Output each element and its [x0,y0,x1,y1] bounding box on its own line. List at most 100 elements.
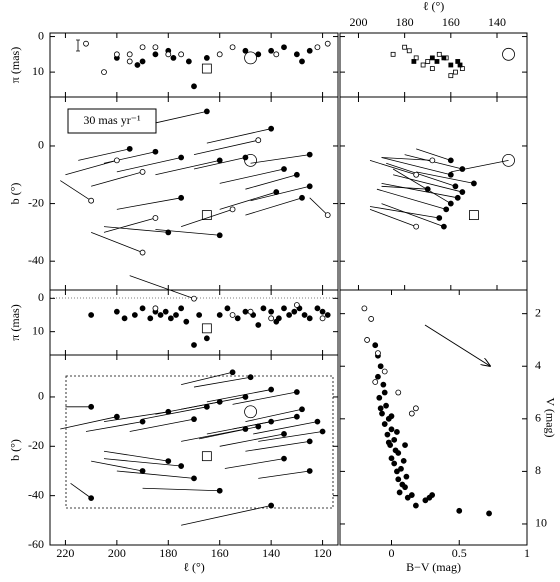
proper-motion-vector [155,159,220,176]
star-point [139,44,146,51]
proper-motion-vector [70,482,92,499]
star-point [306,438,313,445]
star-point [372,379,379,385]
star-point [411,59,417,64]
star-point [293,171,300,178]
star-point [306,47,313,54]
star-point [456,507,463,514]
proper-motion-vector [381,183,458,199]
x-tick-label: 200 [108,546,126,560]
star-point [314,418,321,425]
star-point [83,40,89,47]
star-point [203,335,210,342]
star-point [436,51,442,57]
error-bar-key [76,39,80,52]
proper-motion-vector [381,157,433,161]
star-point [113,413,120,420]
star-point [255,322,262,328]
star-point [306,151,313,158]
x-tick-label: 160 [211,546,229,560]
star-point [255,137,262,144]
star-point [165,408,172,415]
star-point [229,369,236,376]
x-tick-label: 0.5 [452,546,467,560]
x-tick-label: 180 [159,546,177,560]
star-point [408,410,415,417]
proper-motion-vector [376,188,447,210]
star-point [242,394,249,400]
star-point [247,308,254,315]
star-point [412,502,419,509]
selection-box [65,375,334,509]
proper-motion-vector [103,411,169,423]
star-point [454,194,461,201]
proper-motion-vector [181,505,272,526]
proper-motion-vector [181,396,246,410]
proper-motion-vector [416,148,451,161]
star-point [268,315,275,322]
star-point [268,418,275,425]
star-point [420,62,426,68]
star-point [422,497,429,504]
star-point [314,44,321,51]
star-point [436,215,443,221]
proper-motion-vector [450,159,509,173]
star-point [293,389,300,395]
star-point [377,405,384,412]
star-point [178,463,185,469]
star-point [178,154,185,161]
star-point [368,316,375,322]
y-tick-label: 6 [535,411,541,425]
star-point [255,423,262,430]
x-tick-label: 1 [524,546,530,560]
star-point [203,403,210,410]
proper-motion-vector [142,406,207,420]
star-point [434,59,440,64]
reference-square [469,210,479,221]
star-point [178,194,185,201]
star-point [126,145,133,152]
star-point [293,51,300,58]
x-axis-label: B−V (mag) [406,560,461,574]
proper-motion-vector [386,162,456,187]
star-point [88,197,95,204]
proper-motion-vector [103,217,156,233]
proper-motion-vector [258,470,310,479]
star-point [404,494,411,501]
star-point [324,40,331,47]
y-axis-label: π (mas) [8,47,22,83]
star-point [406,48,412,54]
cluster-center [244,405,257,419]
proper-motion-vector [232,391,297,405]
proper-motion-vector [206,128,272,144]
star-point [381,368,388,375]
star-point [291,308,298,315]
star-point [452,183,459,190]
proper-motion-vector [369,208,417,228]
reference-square [201,451,212,462]
star-point [403,473,410,480]
proper-motion-vector [90,232,143,253]
star-point [381,421,388,427]
star-point [126,58,133,65]
star-point [191,416,197,423]
y-tick-label: 10 [32,64,44,78]
star-point [134,62,141,68]
proper-motion-vector [219,433,285,447]
star-point [380,381,387,388]
star-point [375,373,381,380]
star-point [101,69,107,76]
star-point [324,312,331,318]
star-point [191,342,197,348]
star-point [229,206,236,213]
star-point [281,455,287,462]
y-axis-label: π (mas) [8,304,22,340]
star-point [293,302,300,308]
y-tick-label: -40 [28,253,44,267]
proper-motion-vector [232,416,297,430]
star-point [426,494,433,501]
star-point [301,312,308,318]
cluster-center [244,51,257,65]
y-tick-label: -60 [28,537,44,551]
proper-motion-vector [181,208,233,228]
